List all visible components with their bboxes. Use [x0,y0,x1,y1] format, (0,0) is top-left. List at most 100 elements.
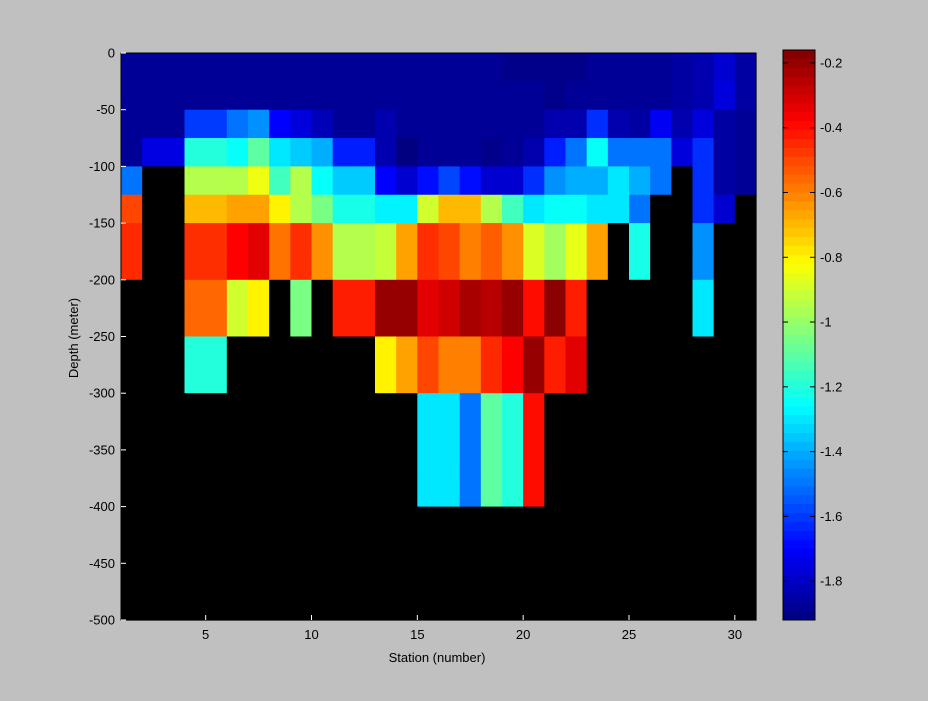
heatmap-cell [184,166,207,196]
heatmap-cell [650,81,672,111]
heatmap-cell [311,138,334,167]
heatmap-cell [713,563,736,593]
heatmap-cell [713,364,736,394]
heatmap-cell [671,251,694,281]
heatmap-cell [269,308,291,338]
heatmap-cell [290,364,313,394]
heatmap-cell [671,308,694,338]
heatmap-cell [163,534,186,564]
heatmap-cell [565,194,588,224]
colorbar-segment [783,477,815,487]
colorbar-tick-label: -0.2 [820,55,842,70]
heatmap-cell [163,194,186,224]
y-axis-ticks: 0 -50 -100 -150 -200 -250 -300 -350 -400 -450 -500 [89,46,126,628]
heatmap-cell [671,478,694,508]
heatmap-cell [353,506,376,536]
heatmap-cell [184,279,207,309]
heatmap-cell [269,449,291,479]
heatmap-cell [396,421,418,451]
heatmap-cell [142,449,164,479]
heatmap-cell [671,279,694,309]
heatmap-cell [396,194,418,224]
heatmap-cell [607,534,630,564]
heatmap-cell [375,223,397,253]
heatmap-cell [269,138,291,167]
heatmap-cell [290,279,313,309]
heatmap-cell [713,506,736,536]
heatmap-cell [290,166,313,196]
heatmap-cell [417,364,440,394]
heatmap-cell [480,81,503,111]
heatmap-cell [375,534,397,564]
colorbar-segment [783,85,815,96]
heatmap-cell [417,251,440,281]
heatmap-cell [544,563,567,593]
heatmap-cell [565,81,588,111]
heatmap-cell [205,393,228,423]
heatmap-cell [375,393,397,423]
heatmap-cell [734,194,757,224]
heatmap-cell [502,506,524,536]
heatmap-cell [607,563,630,593]
heatmap-cell [692,449,715,479]
heatmap-cell [121,138,143,167]
heatmap-cell [734,534,757,564]
heatmap-cell [248,506,270,536]
heatmap-cell [586,336,609,366]
heatmap-cell [332,53,355,82]
heatmap-cell [184,449,207,479]
heatmap-cell [184,223,207,253]
heatmap-cell [438,166,461,196]
y-tick-label: -500 [89,613,115,628]
colorbar-segment [783,575,815,585]
heatmap-cell [121,591,143,621]
heatmap-cell [311,279,334,309]
heatmap-cell [586,449,609,479]
heatmap-cell [544,591,567,621]
heatmap-cell [586,53,609,82]
heatmap-cell [459,109,482,139]
colorbar-segment [783,584,815,594]
heatmap-cell [607,223,630,253]
heatmap-cell [544,336,567,366]
heatmap-cell [417,591,440,621]
heatmap-cell [396,138,418,167]
heatmap-cell [607,449,630,479]
heatmap-cell [332,506,355,536]
heatmap-cell [586,506,609,536]
heatmap-cell [375,506,397,536]
colorbar-segment [783,468,815,478]
heatmap-cell [459,478,482,508]
y-tick-label: 0 [108,46,115,61]
heatmap-cell [671,194,694,224]
heatmap-cell [502,591,524,621]
colorbar-tick-label: -1.4 [820,444,842,459]
heatmap-cell [396,563,418,593]
heatmap-cell [290,81,313,111]
heatmap-cell [142,279,164,309]
heatmap-cell [332,251,355,281]
heatmap-cell [290,393,313,423]
heatmap-cell [332,449,355,479]
heatmap-cell [586,308,609,338]
heatmap-cell [248,393,270,423]
heatmap-cell [121,166,143,196]
x-tick-label: 10 [304,627,318,642]
heatmap-cell [586,478,609,508]
colorbar-segment [783,317,815,327]
heatmap-cell [163,138,186,167]
heatmap-cell [311,449,334,479]
heatmap-cell [121,393,143,423]
heatmap-cell [586,364,609,394]
heatmap-cell [459,534,482,564]
heatmap-cell [565,563,588,593]
heatmap-cell [121,194,143,224]
heatmap-cell [480,421,503,451]
heatmap-cell [692,478,715,508]
heatmap-cell [311,194,334,224]
heatmap-cell [502,563,524,593]
x-tick-label: 30 [728,627,742,642]
heatmap-cell [269,166,291,196]
heatmap-cell [438,506,461,536]
